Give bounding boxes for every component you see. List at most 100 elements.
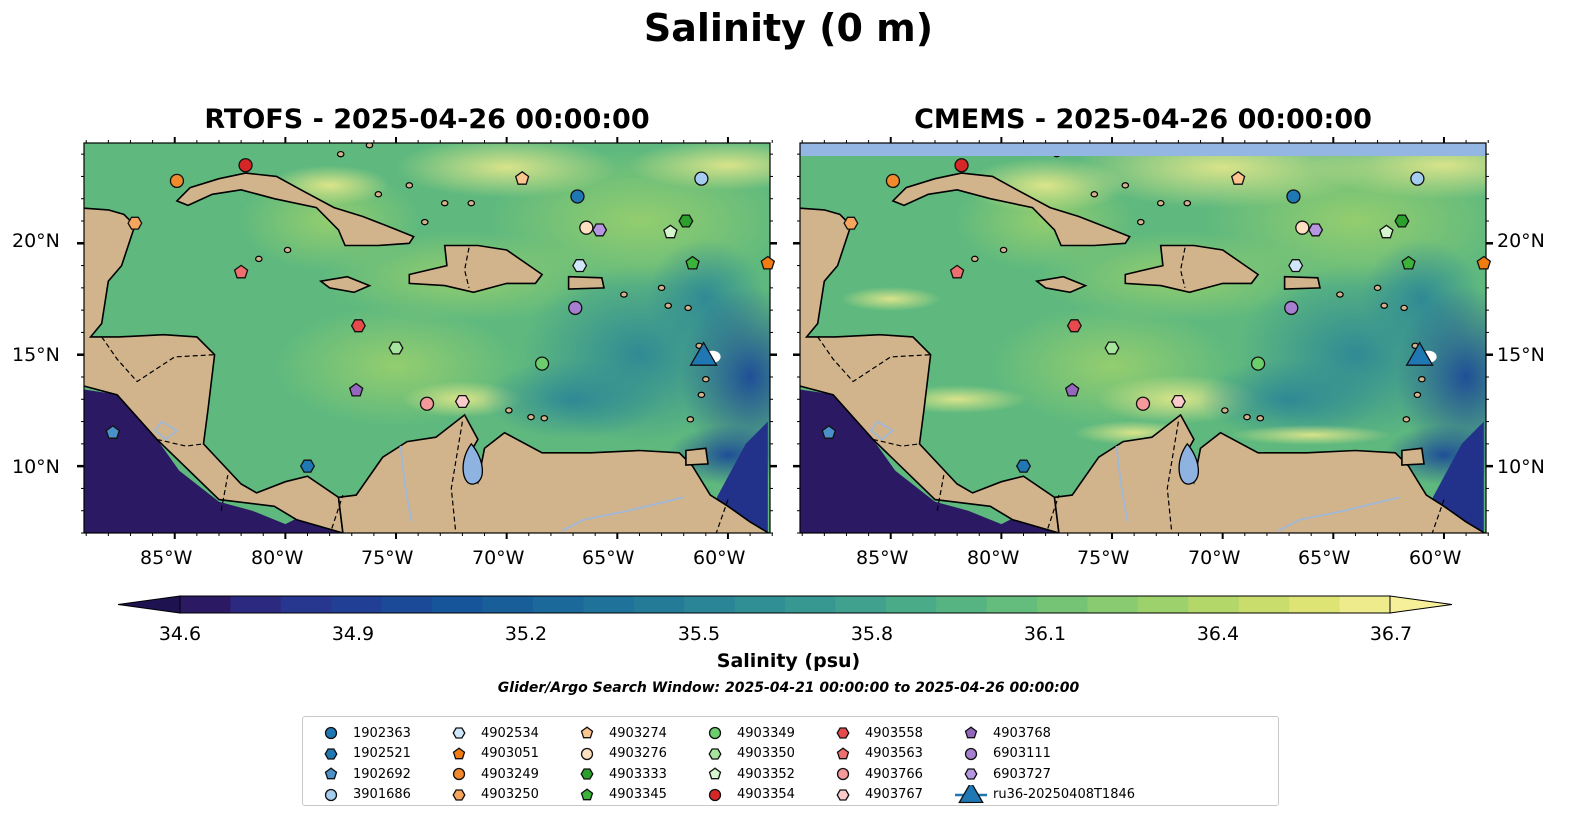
float-marker-4903345	[685, 255, 700, 270]
salinity-field-11	[1396, 287, 1486, 467]
border-venezuela	[450, 421, 463, 533]
legend-label: 4903051	[481, 746, 539, 761]
legend-marker-icon	[452, 767, 466, 781]
land-cuba	[891, 172, 1131, 247]
river-orinoco	[561, 496, 684, 532]
legend-item-4903354: 4903354	[697, 785, 795, 805]
small-island-2	[1418, 376, 1426, 383]
legend-label: 4902534	[481, 725, 539, 741]
legend-label: 1902692	[353, 766, 411, 782]
legend-label: 4903350	[737, 746, 795, 761]
small-island-20	[255, 255, 263, 263]
small-island-11	[1256, 415, 1265, 422]
small-island-8	[1336, 291, 1344, 298]
panel-title-cmems: CMEMS - 2025-04-26 00:00:00	[914, 104, 1372, 135]
float-marker-4903051	[1476, 255, 1492, 270]
legend-hexagon-icon	[964, 768, 978, 780]
legend-hexagon-icon	[452, 788, 466, 801]
float-marker-4903276	[579, 220, 594, 235]
cb-tick-0: 34.6	[158, 623, 202, 645]
lat-label-15n-left: 15°N	[12, 344, 60, 366]
colorbar-segment	[532, 596, 584, 613]
legend-marker-icon	[708, 767, 722, 780]
legend-label: 4903349	[737, 725, 795, 741]
float-marker-1902692	[105, 425, 121, 439]
float-marker-4903354	[954, 158, 969, 173]
float-marker-4903350	[1104, 341, 1120, 355]
legend-item-4903349: 4903349	[697, 723, 795, 743]
small-island-5	[1400, 304, 1408, 312]
small-island-18	[405, 182, 414, 189]
land-jamaica	[318, 275, 372, 294]
glider-marker-ru36-20250408T1846	[689, 341, 718, 366]
river-magdalena	[399, 445, 413, 523]
small-island-9	[1243, 413, 1251, 421]
small-island-6	[1380, 302, 1389, 309]
legend-label: 4903354	[737, 787, 795, 802]
lat-label-20n-left: 20°N	[12, 230, 60, 252]
float-marker-3901686	[1410, 171, 1425, 186]
float-marker-4903352	[663, 224, 678, 239]
small-island-7	[657, 284, 666, 292]
no-data-band	[800, 143, 1486, 156]
legend-hexagon-icon	[836, 727, 850, 739]
legend-marker-icon	[580, 747, 594, 760]
legend-hexagon-icon	[580, 768, 594, 780]
legend-circle-icon	[452, 767, 466, 781]
legend-label: 4903274	[609, 725, 667, 741]
float-marker-6903727	[1308, 223, 1324, 237]
legend-label: 4903767	[865, 787, 923, 802]
glider-marker-ru36-20250408T1846	[1405, 341, 1434, 366]
cb-tick-7: 36.7	[1369, 623, 1413, 645]
colorbar-segment	[381, 596, 433, 613]
legend-item-4903276: 4903276	[569, 744, 667, 764]
lon-label-85w-left: 85°W	[140, 547, 193, 569]
float-marker-4903558	[350, 319, 366, 333]
colorbar-segment	[785, 596, 837, 613]
colorbar-segment	[1137, 596, 1189, 613]
border-haiti	[1179, 247, 1186, 289]
border-colombia	[331, 494, 344, 529]
legend-label: 1902521	[353, 746, 411, 761]
legend-pentagon-icon	[580, 726, 594, 739]
float-marker-4903767	[1170, 394, 1186, 409]
legend-hexagon-icon	[324, 747, 338, 760]
river-orinoco	[1277, 496, 1400, 532]
colorbar-segment	[936, 596, 988, 613]
amazon-plume	[1432, 354, 1484, 533]
colorbar-segment	[684, 596, 736, 613]
border-nicaragua	[156, 438, 204, 447]
legend-item-4903333: 4903333	[569, 764, 667, 784]
lon-label-85w-right: 85°W	[856, 547, 909, 569]
figure-title: Salinity (0 m)	[643, 6, 934, 50]
lon-label-60w-right: 60°W	[1409, 547, 1462, 569]
legend-marker-icon	[580, 787, 594, 800]
lat-label-10n-right: 10°N	[1497, 456, 1545, 478]
float-marker-4902534	[1288, 259, 1304, 273]
small-island-17	[365, 143, 374, 149]
legend-marker-icon	[964, 768, 978, 780]
lat-label-10n-left: 10°N	[12, 456, 60, 478]
small-island-10	[505, 407, 513, 414]
small-island-4	[1402, 416, 1411, 423]
legend-item-ru36-20250408T1846: ru36-20250408T1846	[953, 784, 1136, 805]
land-trinidad	[1401, 447, 1425, 466]
panel-title-rtofs: RTOFS - 2025-04-26 00:00:00	[204, 104, 650, 135]
small-island-20	[971, 255, 979, 263]
colorbar-extend-high	[1389, 595, 1453, 614]
lon-label-80w-left: 80°W	[251, 547, 304, 569]
legend-label: 6903111	[993, 746, 1051, 761]
float-marker-4903766	[1135, 396, 1151, 411]
legend-label: ru36-20250408T1846	[993, 787, 1136, 802]
legend-item-1902363: 1902363	[313, 723, 411, 743]
cb-tick-1: 34.9	[331, 623, 375, 645]
colorbar-segment	[180, 596, 232, 613]
float-marker-4903345	[1401, 255, 1416, 270]
float-marker-4903563	[233, 264, 249, 279]
map-panel-cmems	[793, 137, 1493, 539]
legend-item-6903727: 6903727	[953, 764, 1051, 784]
colorbar-segment	[1238, 596, 1290, 613]
small-island-7	[1373, 284, 1382, 292]
legend-label: 4903352	[737, 766, 795, 782]
float-marker-4903051	[760, 255, 776, 270]
